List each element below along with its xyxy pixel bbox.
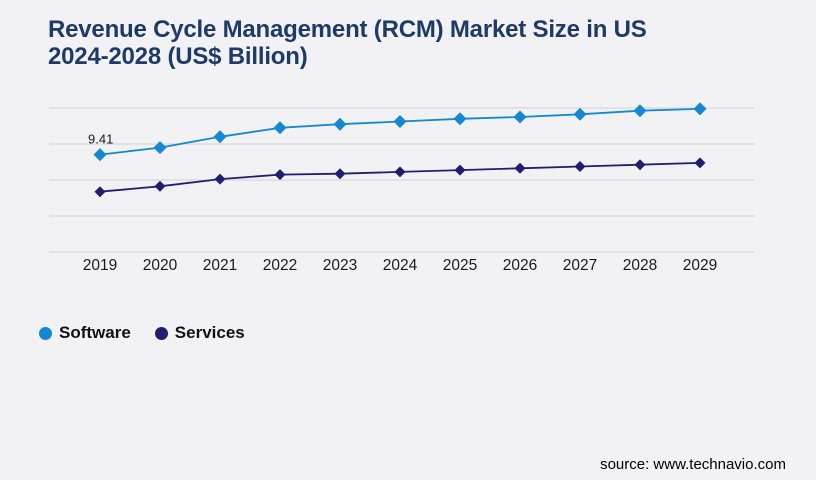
chart-legend: Software Services xyxy=(39,323,245,343)
data-point-services-2028 xyxy=(634,159,646,171)
data-point-software-2028 xyxy=(633,104,647,118)
data-point-software-2021 xyxy=(213,130,227,144)
data-point-services-2029 xyxy=(694,157,706,169)
data-point-services-2020 xyxy=(154,180,166,192)
legend-item-services[interactable]: Services xyxy=(154,323,245,343)
x-axis-label-2023: 2023 xyxy=(323,257,357,274)
x-axis-label-2021: 2021 xyxy=(203,257,237,274)
data-point-software-2020 xyxy=(153,141,167,155)
chart-title-line2: 2024-2028 (US$ Billion) xyxy=(48,43,308,70)
data-point-services-2021 xyxy=(214,173,226,185)
chart-title-line1: Revenue Cycle Management (RCM) Market Si… xyxy=(48,16,647,43)
data-point-services-2019 xyxy=(94,186,106,198)
data-point-services-2027 xyxy=(574,161,586,172)
data-point-services-2026 xyxy=(514,162,526,174)
data-point-services-2023 xyxy=(334,168,346,180)
x-axis-label-2025: 2025 xyxy=(443,257,477,274)
chart-title: Revenue Cycle Management (RCM) Market Si… xyxy=(48,16,748,70)
x-axis-label-2027: 2027 xyxy=(563,257,597,274)
source-link[interactable]: source: www.technavio.com xyxy=(600,456,786,473)
x-axis-label-2019: 2019 xyxy=(83,257,117,274)
x-axis-label-2024: 2024 xyxy=(383,257,418,274)
data-point-software-2025 xyxy=(453,112,467,126)
x-axis-label-2020: 2020 xyxy=(143,257,178,274)
data-point-services-2025 xyxy=(454,164,466,176)
data-point-software-2029 xyxy=(693,102,707,116)
data-point-services-2024 xyxy=(394,166,406,178)
legend-label-services: Services xyxy=(174,323,245,342)
data-point-software-2023 xyxy=(333,117,347,131)
x-axis-label-2022: 2022 xyxy=(263,257,297,274)
data-point-software-2024 xyxy=(393,115,407,128)
data-point-software-2022 xyxy=(273,121,287,135)
legend-label-software: Software xyxy=(59,323,131,342)
point-value-label: 9.41 xyxy=(88,132,113,147)
x-axis-label-2028: 2028 xyxy=(623,257,657,274)
legend-marker-software-icon xyxy=(39,326,52,340)
x-axis-label-2026: 2026 xyxy=(503,257,537,274)
data-point-software-2027 xyxy=(573,107,587,121)
data-point-software-2019 xyxy=(93,148,107,162)
legend-item-software[interactable]: Software xyxy=(39,323,131,343)
x-axis-label-2029: 2029 xyxy=(683,257,717,274)
legend-marker-services-icon xyxy=(154,326,168,340)
data-point-software-2026 xyxy=(513,110,527,124)
chart-plot-area: 9.41 2019 2020 2021 2022 2023 2024 2025 2026 2027… xyxy=(49,102,755,274)
data-point-services-2022 xyxy=(274,169,286,181)
